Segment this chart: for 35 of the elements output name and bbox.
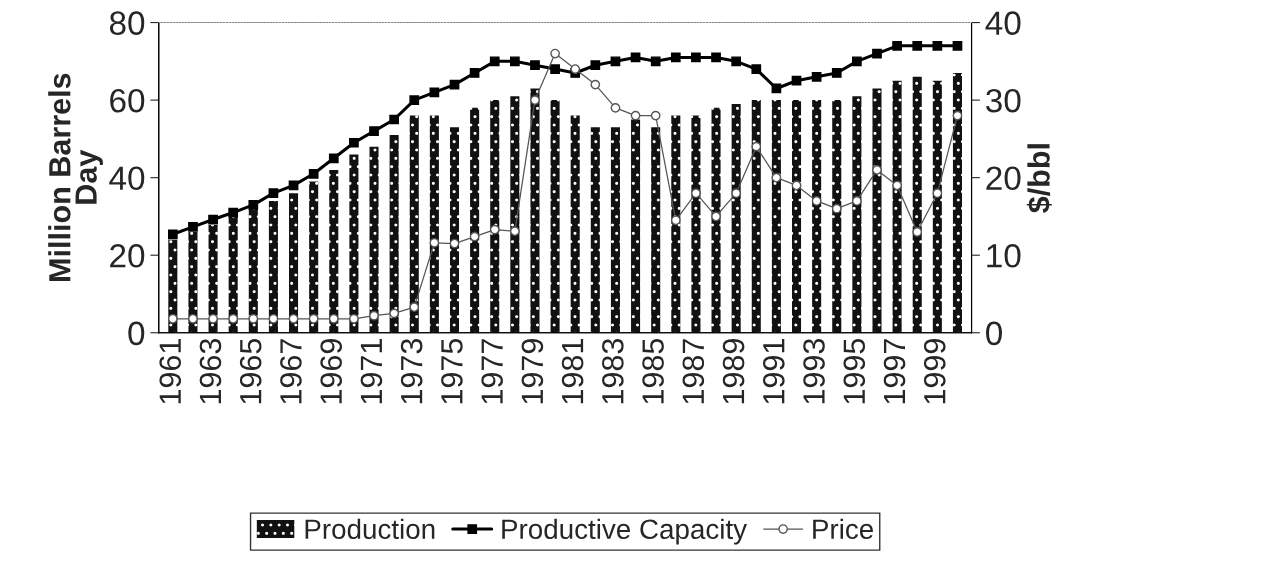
y2-tick-label: 20 bbox=[986, 166, 1021, 191]
x-tick-label: 1975 bbox=[441, 338, 463, 404]
x-tick-label: 1985 bbox=[642, 338, 664, 404]
y-axis-title: Million Barrels Day bbox=[48, 73, 103, 281]
x-tick-label: 1961 bbox=[159, 339, 182, 404]
y-tick-label: 0 bbox=[128, 321, 145, 346]
y2-tick-label: 30 bbox=[986, 88, 1021, 113]
x-tick-label: 1969 bbox=[320, 339, 342, 404]
x-tick-label: 1991 bbox=[762, 339, 785, 404]
x-tick-label: 1983 bbox=[602, 338, 624, 404]
y2-tick-label: 40 bbox=[985, 11, 1021, 35]
x-tick-label: 1997 bbox=[883, 339, 906, 404]
y-tick-label: 80 bbox=[109, 11, 145, 35]
x-tick-label: 1971 bbox=[360, 339, 383, 404]
y2-tick-label: 10 bbox=[987, 244, 1021, 268]
x-tick-label: 1987 bbox=[682, 339, 705, 404]
x-tick-label: 1973 bbox=[400, 338, 423, 404]
x-tick-label: 1989 bbox=[722, 339, 745, 404]
y-tick-label: 40 bbox=[109, 166, 145, 191]
legend-label: Productive Capacity bbox=[502, 518, 747, 545]
legend-label: Price bbox=[813, 518, 873, 540]
y-tick-label: 20 bbox=[110, 244, 145, 268]
y-tick-label: 60 bbox=[110, 88, 145, 113]
x-tick-label: 1967 bbox=[280, 339, 302, 404]
x-tick-label: 1977 bbox=[481, 339, 503, 404]
x-tick-label: 1995 bbox=[843, 338, 866, 404]
y2-axis-title: $/bbl bbox=[1026, 144, 1052, 213]
x-tick-label: 1979 bbox=[521, 339, 544, 404]
y2-tick-label: 0 bbox=[986, 321, 1002, 346]
x-tick-label: 1999 bbox=[923, 339, 946, 404]
x-tick-label: 1965 bbox=[239, 338, 262, 404]
legend-label: Production bbox=[305, 518, 435, 540]
x-tick-label: 1981 bbox=[561, 339, 584, 404]
x-tick-label: 1963 bbox=[199, 338, 222, 404]
x-tick-label: 1993 bbox=[803, 338, 825, 404]
